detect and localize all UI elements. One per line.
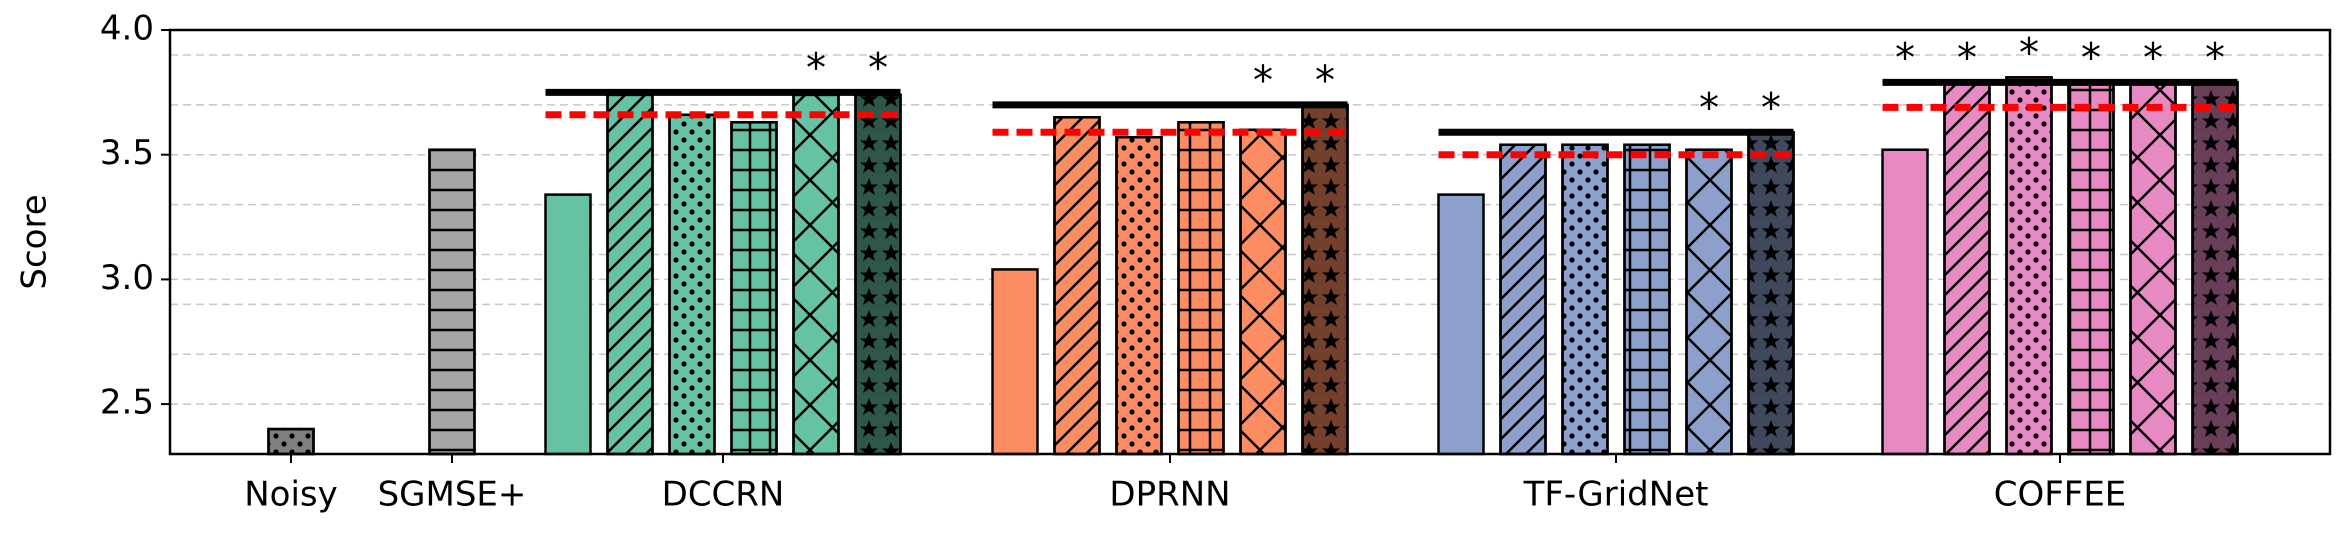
significance-marker: * (1761, 85, 1781, 131)
significance-marker: * (2205, 35, 2225, 81)
bar (544, 193, 592, 456)
significance-marker: * (2081, 35, 2101, 81)
y-tick-label: 4.0 (100, 9, 154, 49)
bar (1437, 193, 1485, 456)
significance-marker: * (806, 45, 826, 91)
bar-hatch (730, 121, 778, 456)
bar-hatch (2005, 76, 2053, 456)
significance-marker: * (1957, 35, 1977, 81)
bar-hatch (2191, 81, 2239, 456)
bar-hatch (1301, 103, 1349, 456)
significance-marker: * (1895, 35, 1915, 81)
y-axis-label: Score (15, 194, 55, 289)
significance-marker: * (1699, 85, 1719, 131)
bar-hatch (792, 93, 840, 456)
bar-hatch (854, 93, 902, 456)
significance-marker: * (868, 45, 888, 91)
bar-hatch (1685, 148, 1733, 456)
bar-hatch (1053, 116, 1101, 456)
x-tick-label: SGMSE+ (378, 475, 527, 515)
x-tick-label: Noisy (244, 475, 338, 515)
bar-hatch (1747, 131, 1795, 456)
x-tick-label: DPRNN (1109, 475, 1230, 515)
bar-hatch (1499, 143, 1547, 456)
bar-hatch (1623, 143, 1671, 456)
bar-hatch (1561, 143, 1609, 456)
bar-hatch (428, 148, 476, 456)
bar (1881, 148, 1929, 456)
significance-marker: * (1315, 58, 1335, 104)
x-tick-label: DCCRN (662, 475, 785, 515)
bar-hatch (668, 113, 716, 456)
bar-hatch (2067, 81, 2115, 456)
y-tick-label: 3.0 (100, 258, 154, 298)
plot-frame (168, 28, 2332, 456)
x-tick-label: COFFEE (1994, 475, 2127, 515)
x-tick-label: TF-GridNet (1523, 475, 1709, 515)
y-tick-label: 2.5 (100, 383, 154, 423)
bar-hatch (2129, 81, 2177, 456)
bar-hatch (267, 427, 315, 456)
y-tick-label: 3.5 (100, 133, 154, 173)
bar-hatch (1943, 81, 1991, 456)
bar (991, 268, 1039, 456)
bar-hatch (606, 93, 654, 456)
bar-hatch (1177, 121, 1225, 456)
bar-hatch (1239, 128, 1287, 456)
significance-marker: * (2143, 35, 2163, 81)
significance-marker: * (2019, 30, 2039, 76)
significance-marker: * (1253, 58, 1273, 104)
bars (267, 76, 2239, 456)
bar-hatch (1115, 135, 1163, 456)
